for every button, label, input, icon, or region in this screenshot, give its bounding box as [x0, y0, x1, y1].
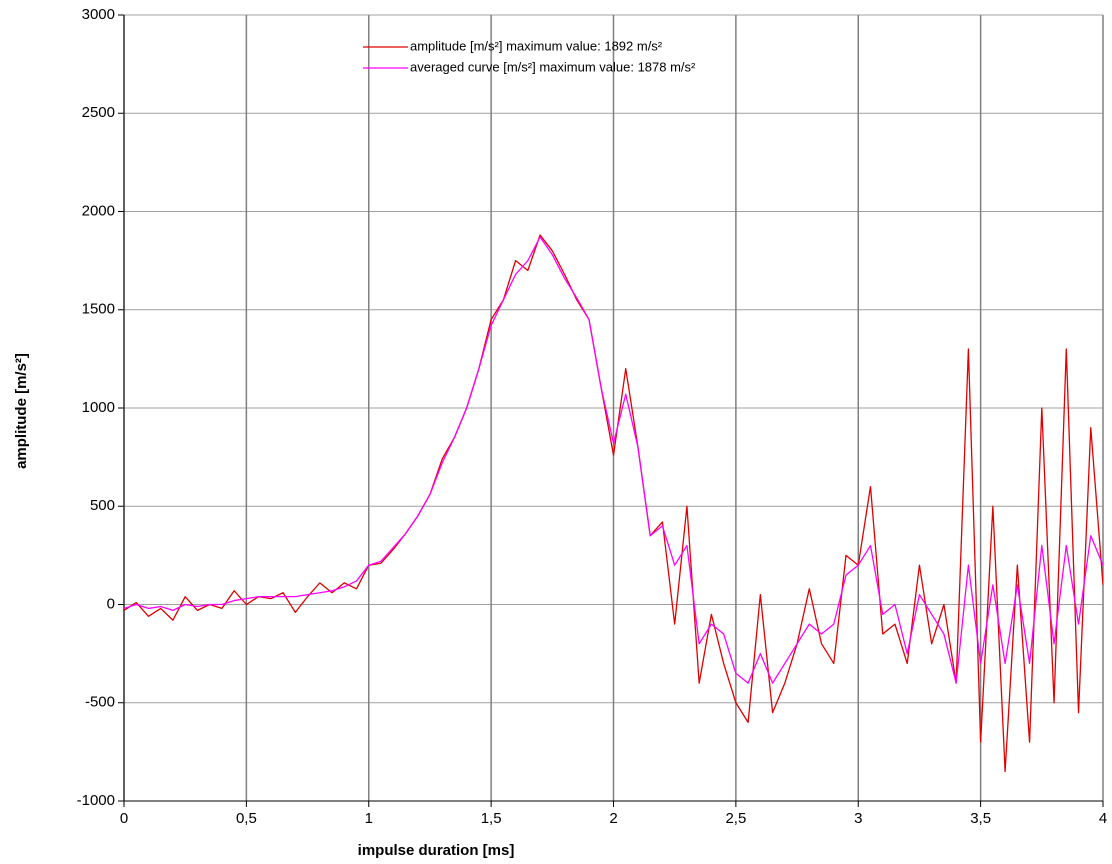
legend-label: averaged curve [m/s²] maximum value: 187…: [410, 59, 696, 74]
x-tick-label: 3,5: [970, 810, 991, 827]
y-tick-label: 500: [90, 497, 115, 514]
series-line: [124, 234, 1103, 773]
y-tick-label: 2000: [82, 202, 115, 219]
y-tick-label: 2500: [82, 104, 115, 121]
y-tick-label: 3000: [82, 6, 115, 23]
y-tick-label: -500: [85, 694, 115, 711]
y-tick-label: 1500: [82, 301, 115, 318]
y-tick-label: -1000: [77, 792, 115, 809]
x-tick-label: 2,5: [725, 810, 746, 827]
x-tick-label: 2: [609, 810, 617, 827]
x-tick-label: 0: [120, 810, 128, 827]
x-tick-label: 1,5: [481, 810, 502, 827]
x-axis-label: impulse duration [ms]: [358, 842, 515, 859]
x-tick-label: 4: [1099, 810, 1107, 827]
legend-label: amplitude [m/s²] maximum value: 1892 m/s…: [410, 38, 663, 53]
x-tick-label: 0,5: [236, 810, 257, 827]
series-line: [124, 236, 1103, 684]
y-axis-label: amplitude [m/s²]: [13, 353, 30, 469]
x-tick-label: 3: [854, 810, 862, 827]
y-tick-label: 0: [107, 595, 115, 612]
y-tick-label: 1000: [82, 399, 115, 416]
x-tick-label: 1: [365, 810, 373, 827]
plot-area: [124, 234, 1103, 773]
